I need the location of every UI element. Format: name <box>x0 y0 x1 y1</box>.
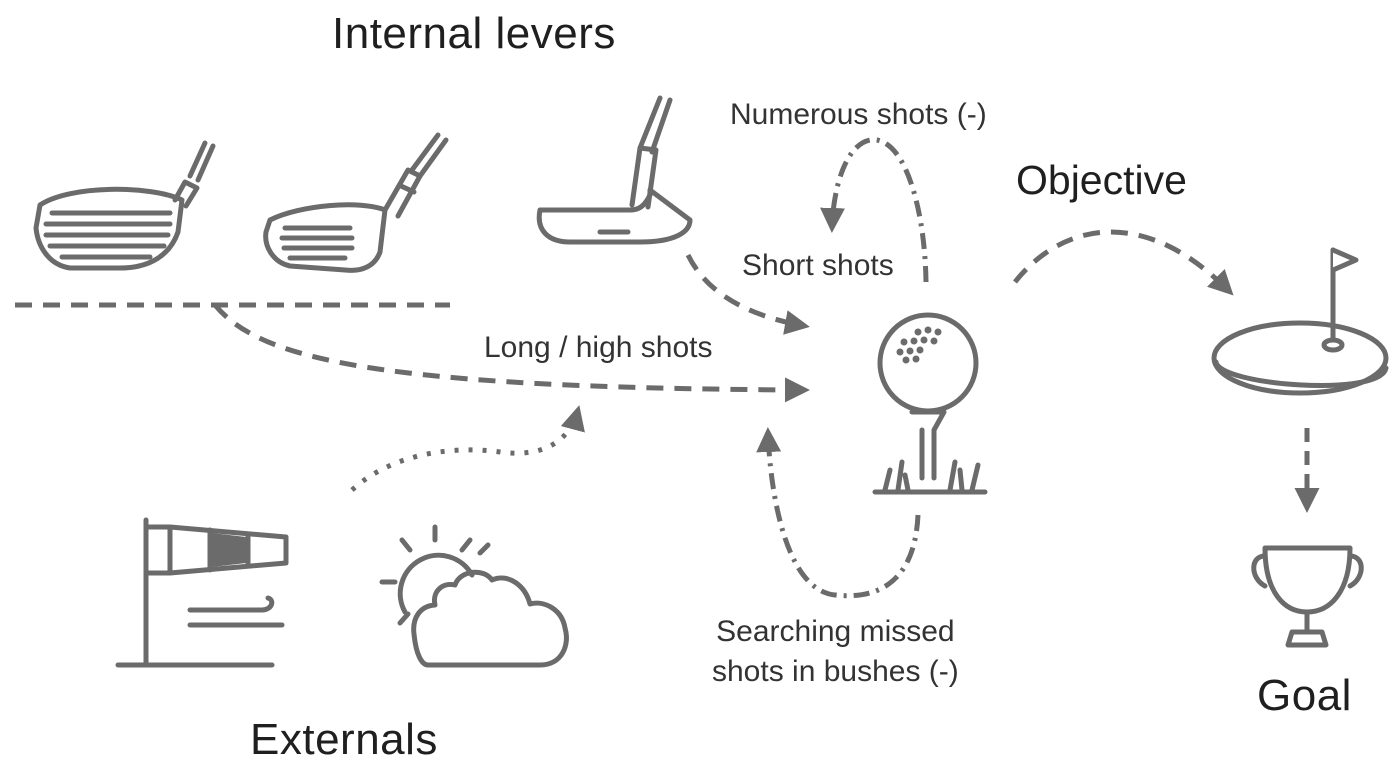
long-high-shots-label: Long / high shots <box>484 333 713 363</box>
missed-shots-loop <box>768 432 918 596</box>
internal-levers-heading: Internal levers <box>332 12 616 56</box>
externals-heading: Externals <box>250 718 438 762</box>
golf-ball-on-tee-icon <box>875 315 985 492</box>
windsock-band <box>212 533 246 567</box>
trophy-icon <box>1254 548 1362 645</box>
searching-missed-label: Searching missed shots in bushes (-) <box>712 612 959 692</box>
objective-heading: Objective <box>1016 160 1187 201</box>
sun-behind-cloud-icon <box>382 527 566 665</box>
ball-dimples <box>897 327 942 364</box>
numerous-shots-label: Numerous shots (-) <box>730 100 987 130</box>
connectors <box>15 140 1307 596</box>
externals-arrow <box>352 410 578 490</box>
iron-club-icon <box>266 135 446 270</box>
putting-green-flag-icon <box>1214 250 1386 393</box>
goal-heading: Goal <box>1257 674 1352 718</box>
windsock-icon <box>118 520 286 665</box>
putter-icon <box>539 98 690 242</box>
short-shots-label: Short shots <box>742 251 894 281</box>
objective-arrow <box>1015 232 1230 292</box>
driver-club-icon <box>36 143 213 268</box>
